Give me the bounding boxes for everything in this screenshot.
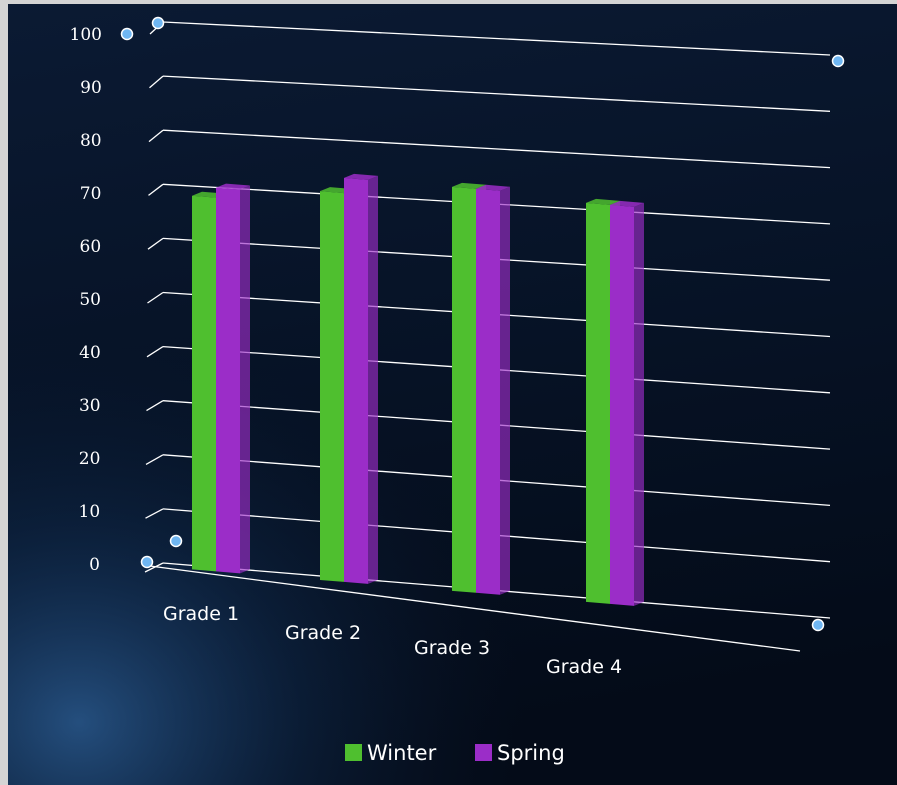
legend-label: Spring <box>497 741 565 765</box>
bar-top <box>476 184 510 191</box>
resize-handle[interactable] <box>120 27 134 41</box>
y-tick-label: 60 <box>80 237 102 257</box>
y-tick-label: 70 <box>80 184 102 204</box>
resize-handle[interactable] <box>151 16 165 30</box>
y-tick-label: 90 <box>80 78 102 98</box>
x-tick-label: Grade 2 <box>285 622 361 644</box>
side-gridline <box>146 346 164 358</box>
x-tick-label: Grade 4 <box>546 656 622 678</box>
bar <box>344 177 368 584</box>
side-gridline <box>148 129 164 143</box>
bar-top <box>452 182 486 189</box>
legend-swatch <box>345 744 362 761</box>
resize-handle[interactable] <box>140 555 154 569</box>
bar-side <box>500 186 510 595</box>
bar <box>320 191 344 582</box>
side-gridline <box>145 508 164 519</box>
bar-side <box>240 185 250 574</box>
bar <box>610 204 634 606</box>
bar <box>476 188 500 595</box>
side-gridline <box>145 454 164 465</box>
y-tick-label: 20 <box>79 449 101 469</box>
bar-top <box>610 200 644 207</box>
gridline <box>162 75 831 112</box>
bar <box>216 187 240 574</box>
bar-side <box>634 202 644 606</box>
bar-side <box>368 175 378 584</box>
bar <box>192 195 216 572</box>
legend-swatch <box>475 744 492 761</box>
y-tick-label: 50 <box>79 290 101 310</box>
bar-top <box>216 183 250 190</box>
resize-handle[interactable] <box>811 618 825 632</box>
y-tick-label: 80 <box>80 131 102 151</box>
y-tick-label: 100 <box>70 25 102 45</box>
side-gridline <box>149 75 164 89</box>
y-tick-label: 40 <box>79 343 101 363</box>
bar <box>452 186 476 593</box>
y-tick-label: 10 <box>79 502 101 522</box>
resize-handle[interactable] <box>169 534 183 548</box>
x-tick-label: Grade 1 <box>163 603 239 625</box>
gridline <box>162 129 831 169</box>
bar-top <box>344 173 378 180</box>
side-gridline <box>144 562 164 573</box>
bar <box>586 202 610 604</box>
y-tick-label: 0 <box>89 555 100 575</box>
side-gridline <box>147 291 164 304</box>
bar-top <box>586 198 620 205</box>
legend-label: Winter <box>367 741 437 765</box>
y-tick-label: 30 <box>79 396 101 416</box>
resize-handle[interactable] <box>831 54 845 68</box>
x-tick-label: Grade 3 <box>414 637 490 659</box>
side-gridline <box>147 237 164 250</box>
floor-edge <box>149 565 801 652</box>
side-gridline <box>146 400 164 412</box>
side-gridline <box>148 183 164 196</box>
gridline <box>162 21 831 56</box>
